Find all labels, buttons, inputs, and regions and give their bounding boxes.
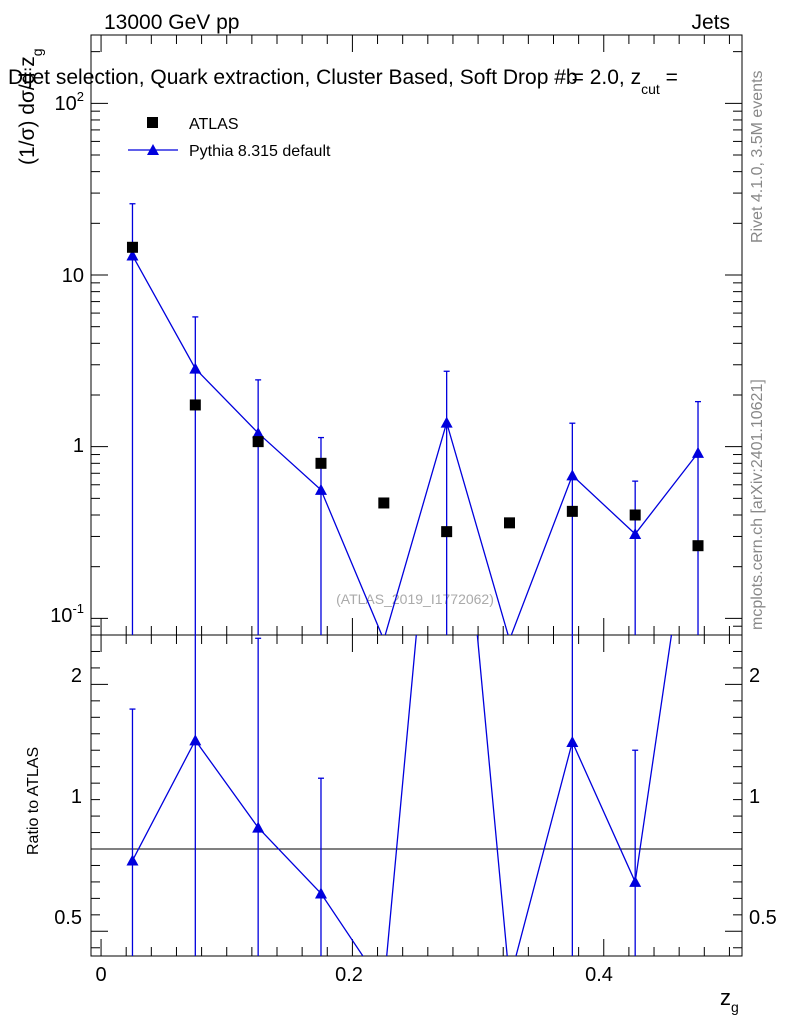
energy-label: 13000 GeV pp	[104, 11, 239, 34]
legend-data-marker	[147, 117, 158, 128]
main-y-tick-label-2: 10	[62, 265, 84, 287]
ratio-point	[314, 887, 327, 899]
ratio-y-axis-label: Ratio to ATLAS	[25, 747, 42, 855]
ratio-y-tick-label-05-right: 0.5	[749, 907, 777, 929]
ratio-point	[189, 734, 202, 746]
data-point	[126, 241, 138, 253]
ratio-panel-frame	[90, 634, 743, 957]
ratio-point	[252, 821, 265, 833]
process-label: Jets	[691, 11, 730, 34]
plot-title: Dijet selection, Quark extraction, Clust…	[8, 66, 678, 97]
plot-title-main: Dijet selection, Quark extraction, Clust…	[8, 66, 578, 89]
data-point	[315, 457, 327, 469]
data-point	[189, 399, 201, 411]
ratio-point	[629, 875, 642, 887]
ratio-y-tick-label-1-right: 1	[749, 786, 760, 808]
data-point	[504, 517, 515, 529]
data-point	[441, 526, 453, 538]
legend-data-label: ATLAS	[189, 116, 239, 133]
main-axis-ticks	[91, 51, 742, 636]
x-axis-ticks	[100, 35, 730, 956]
ratio-y-tick-label-05: 0.5	[54, 907, 82, 929]
x-axis-label: zg	[720, 985, 739, 1015]
data-point	[629, 509, 641, 521]
plot-title-tail: = 2.0, z	[572, 66, 641, 89]
main-y-tick-label-0: 10-1	[50, 601, 84, 627]
mc-point	[566, 469, 579, 481]
ratio-axis-ticks	[91, 650, 742, 949]
ratio-series-line	[131, 635, 673, 956]
data-point	[692, 540, 704, 552]
main-y-tick-label-1: 1	[73, 435, 84, 457]
ratio-y-tick-label-2-right: 2	[749, 665, 760, 687]
legend-mc-label: Pythia 8.315 default	[189, 143, 331, 160]
data-point	[566, 505, 578, 517]
mc-point	[126, 249, 139, 261]
plot-title-end: =	[660, 66, 678, 89]
main-y-tick-label-3: 102	[55, 89, 84, 115]
ratio-point	[126, 854, 139, 866]
data-point	[252, 436, 264, 448]
x-tick-label-0: 0	[95, 964, 106, 986]
mc-point	[314, 483, 327, 495]
mc-point	[692, 446, 705, 458]
mc-series-line	[131, 255, 699, 635]
x-tick-label-02: 0.2	[335, 964, 363, 986]
ratio-y-tick-label-2: 2	[71, 665, 82, 687]
x-tick-label-04: 0.4	[585, 964, 613, 986]
mc-point	[189, 362, 202, 374]
rivet-version-label: Rivet 4.1.0, 3.5M events	[749, 70, 766, 243]
mc-point	[629, 528, 642, 540]
data-point	[378, 497, 390, 509]
main-y-axis-label: (1/σ) dσ/d zg	[16, 48, 45, 165]
ratio-point	[566, 736, 579, 747]
ratio-y-tick-label-1: 1	[71, 786, 82, 808]
main-series-layer	[126, 203, 705, 635]
mc-point	[440, 416, 453, 428]
mcplots-label: mcplots.cern.ch [arXiv:2401.10621]	[749, 379, 766, 630]
mc-point	[252, 427, 265, 439]
analysis-watermark: (ATLAS_2019_I1772062)	[336, 591, 494, 607]
plot-title-sub: cut	[641, 81, 660, 97]
legend-mc-marker	[147, 144, 159, 155]
ratio-series-layer	[126, 635, 673, 956]
legend: ATLAS Pythia 8.315 default	[128, 116, 331, 160]
